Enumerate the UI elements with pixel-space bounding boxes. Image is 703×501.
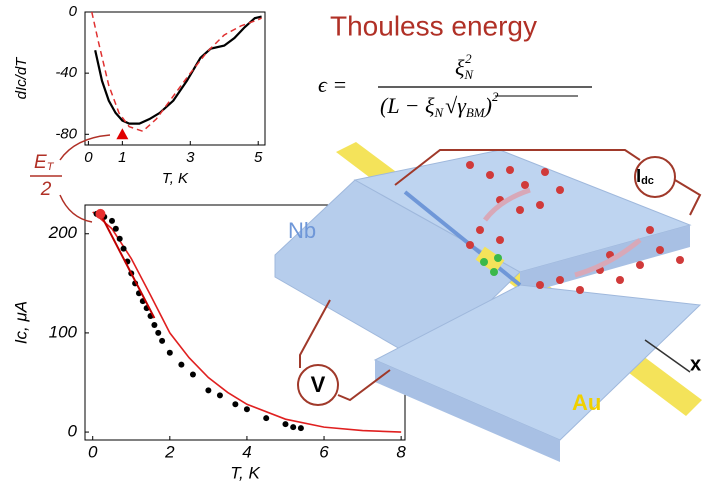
axis-label: x [690, 353, 701, 375]
data-point [159, 338, 165, 344]
data-point [117, 236, 123, 242]
eq-den-sub: N [433, 105, 444, 120]
y-axis-label: dIc/dT [13, 56, 30, 100]
voltmeter-label: V [311, 372, 326, 397]
y-tick-label: 0 [69, 3, 78, 20]
et-e: E [34, 152, 47, 173]
data-point [290, 424, 296, 430]
x-tick-label: 2 [164, 442, 175, 461]
y-tick-label: -80 [55, 125, 77, 142]
x-tick-label: 8 [396, 442, 406, 461]
highlight-point [95, 209, 105, 219]
au-label: Au [572, 390, 601, 415]
data-point [155, 330, 161, 336]
eq-sub: N [463, 67, 474, 82]
data-point [205, 387, 211, 393]
data-point [113, 226, 119, 232]
eq-root-sub: BM [466, 105, 486, 120]
data-point [244, 406, 250, 412]
data-point [263, 415, 269, 421]
plot-frame [85, 12, 265, 145]
eq-close: ) [483, 93, 492, 118]
x-tick-label: 4 [242, 442, 251, 461]
y-tick-label: 200 [48, 223, 78, 242]
eq-num: ξN2 [455, 51, 474, 82]
equation: ϵ = ξN2 (L − ξN√γBM)2 [318, 51, 592, 120]
data-point [109, 218, 115, 224]
x-axis-label: T, K [230, 463, 260, 482]
title: Thouless energy [330, 10, 537, 41]
y-tick-label: -40 [55, 64, 77, 81]
et-symbol: ET [34, 152, 55, 173]
x-tick-label: 0 [84, 149, 93, 166]
y-tick-label: 100 [49, 322, 78, 341]
current-subscript: dc [641, 175, 654, 187]
x-tick-label: 6 [319, 442, 329, 461]
x-tick-label: 1 [118, 149, 126, 166]
x-tick-label: 5 [254, 149, 263, 166]
et-sub: T [47, 161, 55, 173]
eq-sup: 2 [465, 51, 472, 66]
y-tick-label: 0 [68, 422, 78, 441]
data-point [282, 421, 288, 427]
data-point [190, 372, 196, 378]
figure: 0 1 3 5 0 -40 -80 T, K dIc/dT 0 2 4 6 8 0 100 200 T, K Ic,… [0, 0, 703, 496]
nb-label: Nb [288, 218, 316, 243]
page: {"chart_data": [ {"type": "line", "xlabe… [0, 0, 703, 496]
data-point [217, 392, 223, 398]
data-point [121, 246, 127, 252]
eq-den-a: (L − ξ [380, 93, 435, 118]
eq-lhs: ϵ = [318, 72, 347, 97]
data-point [151, 322, 157, 328]
eq-den: (L − ξN√γBM)2 [380, 89, 499, 120]
x-tick-label: 0 [88, 442, 98, 461]
data-point [167, 350, 173, 356]
y-axis-label: Ic, μA [11, 301, 30, 344]
data-point [298, 425, 304, 431]
data-point [232, 401, 238, 407]
x-tick-label: 3 [186, 149, 195, 166]
x-axis-label: T, K [162, 170, 189, 187]
data-point [178, 362, 184, 368]
et-den: 2 [40, 179, 52, 200]
